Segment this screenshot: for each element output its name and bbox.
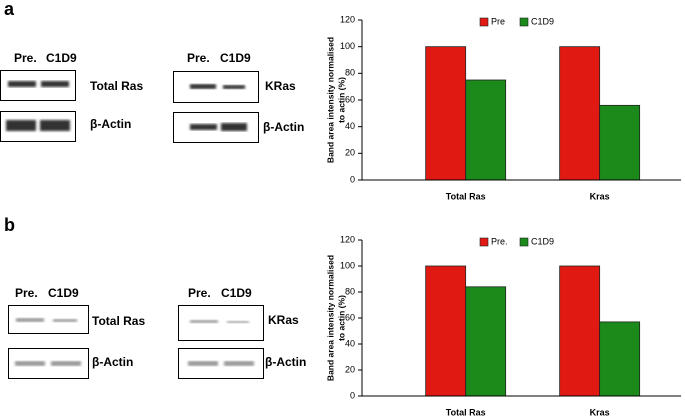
band: [188, 361, 218, 366]
bar: [559, 46, 601, 181]
legend-label: Pre: [491, 16, 505, 26]
band: [6, 120, 36, 131]
y-tick-label: 80: [345, 286, 355, 296]
y-tick-label: 0: [350, 390, 355, 400]
y-tick-label: 20: [345, 364, 355, 374]
blot-label: KRas: [265, 79, 296, 93]
lane-label: C1D9: [48, 286, 79, 300]
blot-label: Total Ras: [92, 314, 145, 328]
blot-label: β-Actin: [90, 117, 131, 131]
lane-label: Pre.: [14, 51, 37, 65]
band: [8, 81, 36, 87]
legend-swatch: [519, 17, 529, 27]
legend-label: C1D9: [531, 236, 554, 246]
blot-label: Total Ras: [90, 79, 143, 93]
band: [16, 318, 44, 322]
legend-swatch: [479, 237, 489, 247]
band: [51, 361, 81, 366]
lane-label: C1D9: [221, 286, 252, 300]
x-tick-label: Kras: [590, 407, 610, 417]
band: [190, 84, 216, 89]
lane-label: C1D9: [46, 51, 77, 65]
bar: [465, 286, 507, 397]
blot-label: β-Actin: [263, 120, 304, 134]
lane-label: Pre.: [187, 51, 210, 65]
blot-label: KRas: [268, 313, 299, 327]
band: [221, 123, 247, 131]
x-tick-label: Total Ras: [446, 407, 486, 417]
y-axis-label: to actin (%): [336, 77, 346, 123]
y-axis-label: Band area intensity normalised: [325, 37, 335, 163]
bar: [599, 104, 641, 181]
panel-letter: b: [4, 215, 15, 235]
y-tick-label: 100: [340, 260, 355, 270]
band: [227, 321, 249, 323]
y-tick-label: 120: [340, 234, 355, 244]
y-axis-label: to actin (%): [336, 295, 346, 341]
bar: [425, 265, 467, 397]
blot-label: β-Actin: [92, 355, 133, 369]
legend-swatch: [479, 17, 489, 27]
y-axis-label: Band area intensity normalised: [325, 255, 335, 381]
band: [41, 81, 69, 87]
band: [224, 361, 254, 366]
y-tick-label: 100: [340, 41, 355, 51]
lane-label: C1D9: [220, 51, 251, 65]
y-tick-label: 20: [345, 148, 355, 158]
band: [190, 124, 217, 130]
band: [40, 120, 70, 131]
band: [15, 361, 45, 366]
y-tick-label: 40: [345, 121, 355, 131]
panel-letter: a: [4, 0, 15, 19]
y-tick-label: 60: [345, 312, 355, 322]
lane-label: Pre.: [15, 286, 38, 300]
lane-label: Pre.: [188, 286, 211, 300]
y-tick-label: 80: [345, 68, 355, 78]
y-tick-label: 120: [340, 14, 355, 24]
legend-label: Pre.: [491, 236, 508, 246]
x-tick-label: Kras: [590, 191, 610, 201]
band: [53, 319, 77, 322]
legend-swatch: [519, 237, 529, 247]
bar: [465, 79, 507, 181]
bar: [425, 46, 467, 181]
band: [190, 320, 218, 323]
y-tick-label: 60: [345, 94, 355, 104]
y-tick-label: 40: [345, 338, 355, 348]
band: [223, 85, 245, 89]
y-tick-label: 0: [350, 174, 355, 184]
bar: [599, 321, 641, 397]
bar: [559, 265, 601, 397]
x-tick-label: Total Ras: [446, 191, 486, 201]
legend-label: C1D9: [531, 16, 554, 26]
blot-label: β-Actin: [265, 355, 306, 369]
